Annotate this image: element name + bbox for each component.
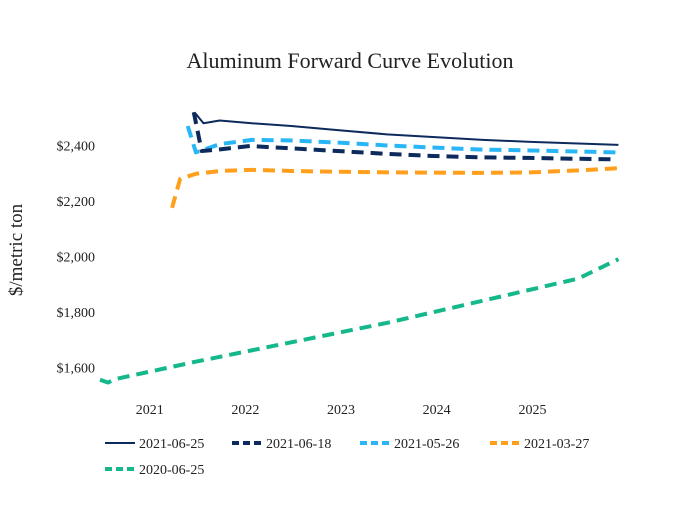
legend-item: 2021-03-27 [490,437,589,452]
y-tick-label: $2,200 [57,195,96,210]
y-tick-label: $2,000 [57,250,96,265]
chart-title: Aluminum Forward Curve Evolution [187,48,514,73]
y-tick-label: $1,600 [57,361,96,376]
y-axis-label: $/metric ton [6,203,27,296]
series-line-2021-06-25 [194,112,619,146]
legend-label: 2021-05-26 [394,437,459,452]
x-tick-label: 2021 [136,403,164,418]
legend-item: 2021-05-26 [360,437,459,452]
series-line-2021-05-26 [185,125,619,155]
x-tick-label: 2022 [231,403,259,418]
legend-item: 2021-06-25 [105,437,204,452]
legend-label: 2021-03-27 [524,437,589,452]
legend: 2021-06-25 2021-06-18 2021-05-26 2021-03-27… [105,437,589,478]
x-axis-ticks: 2021 2022 2023 2024 2025 [136,403,547,418]
legend-label: 2020-06-25 [139,463,204,478]
series-line-2021-06-18 [191,111,617,162]
legend-label: 2021-06-18 [266,437,331,452]
x-tick-label: 2025 [519,403,547,418]
y-axis-ticks: $1,600 $1,800 $2,000 $2,200 $2,400 [57,139,96,376]
legend-label: 2021-06-25 [139,437,204,452]
legend-item: 2021-06-18 [232,437,331,452]
series-line-2020-06-25 [99,257,620,385]
series-line-2021-03-27 [170,166,620,209]
y-tick-label: $2,400 [57,139,96,154]
x-tick-label: 2023 [327,403,355,418]
y-tick-label: $1,800 [57,306,96,321]
legend-item: 2020-06-25 [105,463,204,478]
plot-area [99,111,620,385]
x-tick-label: 2024 [423,403,451,418]
